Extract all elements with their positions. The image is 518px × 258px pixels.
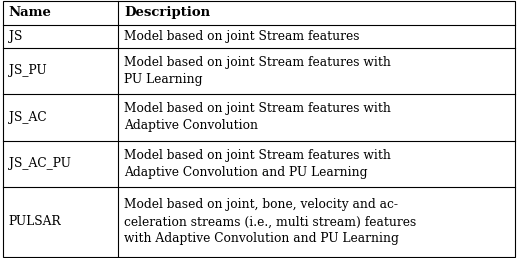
Text: Description: Description xyxy=(124,6,210,19)
Text: Model based on joint Stream features: Model based on joint Stream features xyxy=(124,30,359,43)
Text: Model based on joint Stream features with
Adaptive Convolution: Model based on joint Stream features wit… xyxy=(124,102,391,132)
Text: PULSAR: PULSAR xyxy=(9,215,62,228)
Text: Name: Name xyxy=(9,6,52,19)
Text: Model based on joint Stream features with
PU Learning: Model based on joint Stream features wit… xyxy=(124,56,391,86)
Text: JS_AC: JS_AC xyxy=(9,111,47,124)
Text: Model based on joint, bone, velocity and ac-
celeration streams (i.e., multi str: Model based on joint, bone, velocity and… xyxy=(124,198,416,245)
Text: JS_PU: JS_PU xyxy=(9,64,47,77)
Text: JS_AC_PU: JS_AC_PU xyxy=(9,157,71,170)
Text: JS: JS xyxy=(9,30,22,43)
Text: Model based on joint Stream features with
Adaptive Convolution and PU Learning: Model based on joint Stream features wit… xyxy=(124,149,391,179)
